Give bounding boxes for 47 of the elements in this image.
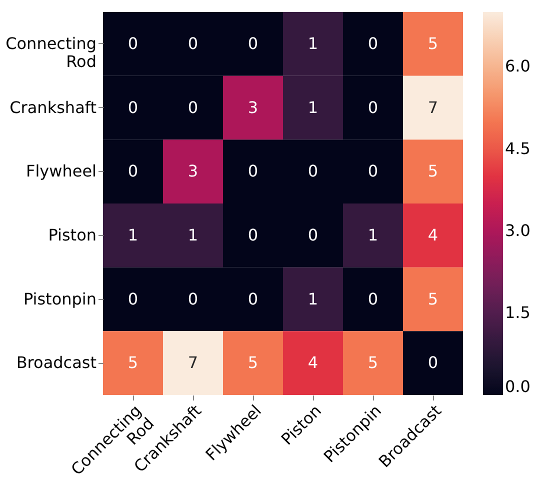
data-label: 5 xyxy=(368,353,378,372)
data-label: 7 xyxy=(428,98,438,117)
data-label: 5 xyxy=(248,353,258,372)
data-label: 1 xyxy=(308,34,318,53)
data-label: 1 xyxy=(188,225,198,244)
y-tick-label: Broadcast xyxy=(16,353,96,372)
data-label: 4 xyxy=(428,225,438,244)
color-bar-label: 3.0 xyxy=(505,220,530,240)
data-label: 0 xyxy=(368,289,378,308)
y-tick-label: Pistonpin xyxy=(23,289,96,308)
data-label: 1 xyxy=(308,98,318,117)
data-label: 0 xyxy=(368,98,378,117)
data-label: 1 xyxy=(368,225,378,244)
data-label: 0 xyxy=(248,162,258,181)
data-label: 0 xyxy=(308,225,318,244)
color-bar-label: 1.5 xyxy=(505,302,530,322)
data-label: 1 xyxy=(128,225,138,244)
color-bar-label: 6.0 xyxy=(505,56,530,76)
data-label: 0 xyxy=(368,34,378,53)
data-label: 0 xyxy=(248,34,258,53)
data-label: 0 xyxy=(428,353,438,372)
y-tick-label: Connecting Rod xyxy=(6,34,96,71)
color-bar-label: 4.5 xyxy=(505,138,530,158)
data-label: 5 xyxy=(428,289,438,308)
color-bar-label: 0.0 xyxy=(505,377,530,396)
data-label: 0 xyxy=(188,34,198,53)
data-label: 0 xyxy=(368,162,378,181)
data-label: 0 xyxy=(248,225,258,244)
data-label: 0 xyxy=(188,98,198,117)
y-tick-label: Flywheel xyxy=(26,162,96,181)
data-label: 0 xyxy=(128,162,138,181)
data-label: 0 xyxy=(188,289,198,308)
data-label: 0 xyxy=(128,34,138,53)
data-label: 3 xyxy=(188,162,198,181)
data-label: 0 xyxy=(308,162,318,181)
y-tick-label: Crankshaft xyxy=(10,98,96,117)
data-label: 0 xyxy=(248,289,258,308)
data-label: 7 xyxy=(188,353,198,372)
data-label: 4 xyxy=(308,353,318,372)
data-label: 0 xyxy=(128,98,138,117)
data-label: 3 xyxy=(248,98,258,117)
data-label: 0 xyxy=(128,289,138,308)
data-label: 5 xyxy=(128,353,138,372)
data-label: 5 xyxy=(428,34,438,53)
data-label: 5 xyxy=(428,162,438,181)
data-label: 1 xyxy=(308,289,318,308)
y-tick-label: Piston xyxy=(48,225,96,244)
